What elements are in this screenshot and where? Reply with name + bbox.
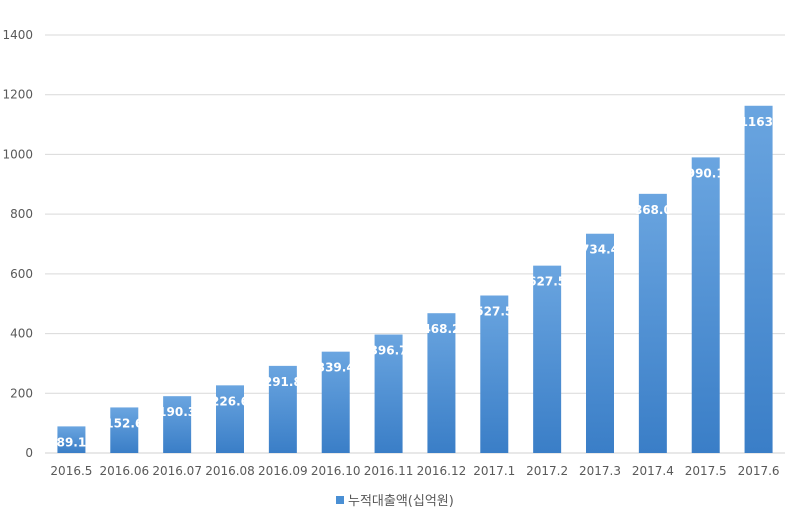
bar[interactable] xyxy=(57,426,86,453)
bar[interactable] xyxy=(638,193,667,453)
x-tick-label: 2016.10 xyxy=(311,464,361,478)
data-label: 990.1 xyxy=(687,166,725,180)
data-label: 627.5 xyxy=(528,275,566,289)
bar[interactable] xyxy=(744,105,773,454)
x-tick-label: 2016.11 xyxy=(364,464,414,478)
bar[interactable] xyxy=(216,385,244,453)
x-tick-label: 2016.07 xyxy=(152,464,202,478)
x-axis-ticks: 2016.5 2016.06 2016.07 2016.08 2016.09 2016.1… xyxy=(50,464,779,478)
bar[interactable] xyxy=(691,157,720,453)
x-tick-label: 2016.09 xyxy=(258,464,308,478)
y-tick-label: 1400 xyxy=(2,28,33,42)
legend[interactable]: 누적대출액(십억원) xyxy=(336,494,454,509)
y-tick-label: 800 xyxy=(10,207,33,221)
bar[interactable] xyxy=(321,351,350,453)
x-tick-label: 2017.3 xyxy=(579,464,621,478)
y-tick-label: 1200 xyxy=(2,88,33,102)
y-tick-label: 0 xyxy=(25,446,33,460)
data-label: 89.1 xyxy=(57,435,87,449)
bar[interactable] xyxy=(374,334,403,453)
data-label: 734.4 xyxy=(581,243,619,257)
x-tick-label: 2017.1 xyxy=(473,464,515,478)
x-tick-label: 2016.08 xyxy=(205,464,255,478)
bar[interactable] xyxy=(110,407,139,453)
data-label: 396.7 xyxy=(370,344,408,358)
x-tick-label: 2016.5 xyxy=(50,464,92,478)
data-label: 226.6 xyxy=(211,394,249,408)
bar[interactable] xyxy=(268,365,297,453)
bar[interactable] xyxy=(480,295,509,453)
legend-label: 누적대출액(십억원) xyxy=(348,494,454,509)
data-label: 1163. xyxy=(740,115,778,129)
gridlines xyxy=(45,34,785,454)
x-tick-label: 2017.4 xyxy=(632,464,674,478)
bar[interactable] xyxy=(427,313,456,453)
x-tick-label: 2017.5 xyxy=(685,464,727,478)
data-label: 339.4 xyxy=(317,361,355,375)
y-axis-ticks: 0 200 400 600 800 1000 1200 1400 xyxy=(2,28,33,460)
y-tick-label: 600 xyxy=(10,267,33,281)
data-label: 868.0 xyxy=(634,203,672,217)
data-labels: 89.1 152.6 190.3 226.6 291.8 339.4 396.7 468.2 5… xyxy=(57,115,778,450)
x-tick-label: 2016.06 xyxy=(99,464,149,478)
data-label: 190.3 xyxy=(158,405,196,419)
x-tick-label: 2017.6 xyxy=(738,464,780,478)
data-label: 152.6 xyxy=(105,416,143,430)
bar[interactable] xyxy=(163,396,192,453)
legend-marker xyxy=(336,496,344,504)
y-tick-label: 1000 xyxy=(2,147,33,161)
data-label: 468.2 xyxy=(422,322,460,336)
bars xyxy=(57,105,773,454)
y-tick-label: 400 xyxy=(10,327,33,341)
bar[interactable] xyxy=(533,265,562,453)
data-label: 527.5 xyxy=(475,305,513,319)
y-tick-label: 200 xyxy=(10,386,33,400)
data-label: 291.8 xyxy=(264,375,302,389)
bar[interactable] xyxy=(586,233,614,453)
x-tick-label: 2017.2 xyxy=(526,464,568,478)
x-tick-label: 2016.12 xyxy=(417,464,467,478)
